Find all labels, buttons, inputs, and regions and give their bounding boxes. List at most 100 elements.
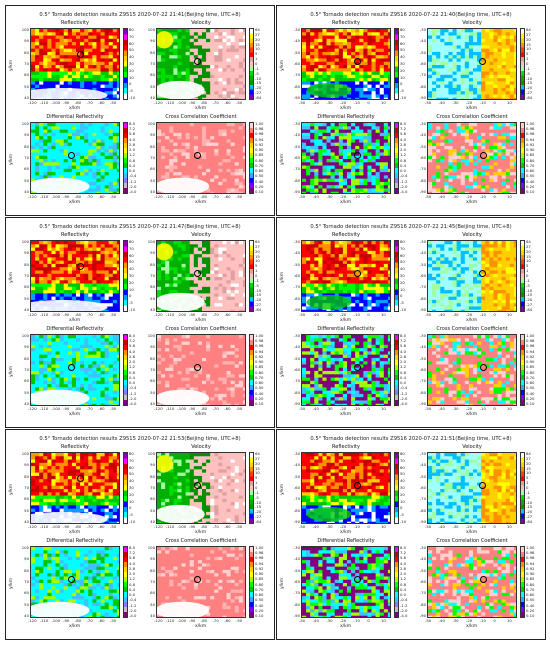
- y-tick-label: -50: [419, 473, 426, 479]
- x-tick-label: -30: [452, 194, 459, 199]
- x-axis-label: x/km: [195, 530, 207, 535]
- y-axis-ticks: -30 -40 -50 -60 -70 -80 -90: [416, 334, 426, 406]
- x-tick-label: -110: [165, 524, 175, 529]
- colorbar-tick-label: 8.0: [129, 545, 136, 550]
- x-tick-label: -90: [189, 194, 196, 199]
- colorbar-tick-label: 0.4: [400, 162, 407, 168]
- colorbar-ticks: 8.0 7.2 5.6 4.0 2.8 2.0 1.2 0.8 0.4 0.0 -0.4 -1.2 -2…: [129, 122, 145, 194]
- colorbar-tick-label: -15: [526, 292, 533, 298]
- y-tick-label: 70: [150, 485, 155, 490]
- x-tick-label: -40: [438, 312, 445, 317]
- x-tick-label: -10: [479, 312, 486, 317]
- x-tick-label: -80: [74, 524, 82, 529]
- panel-velocity: Velocity 64 27 20 15 10 5 1 0 -1 -5 -10 -15 -20 -27 -64…: [148, 444, 261, 535]
- panel-velocity: Velocity 64 27 20 15 10 5 1 0 -1 -5 -10 -15 -20 -27 -64…: [420, 232, 532, 323]
- x-tick-label: -50: [425, 312, 432, 317]
- colorbar-tick-label: -0.4: [129, 173, 137, 179]
- x-tick-label: -20: [340, 406, 347, 411]
- y-axis-ticks: -30 -40 -50 -60 -70 -80 -90: [416, 28, 426, 100]
- colorbar-tick-label: 0.98: [255, 338, 264, 344]
- colorbar-tick-label: -27: [255, 90, 262, 96]
- y-tick-label: 40: [150, 95, 155, 100]
- colorbar-tick-label: -10: [255, 75, 262, 81]
- colorbar-tick-label: 0.4: [400, 374, 407, 380]
- radar-image-cross-correlation-coefficient: [427, 334, 517, 406]
- colorbar-tick-label: 0.85: [526, 576, 535, 582]
- x-tick-label: -90: [63, 618, 70, 623]
- colorbar-tick-label: 0.0: [129, 380, 136, 386]
- x-tick-label: -20: [340, 618, 347, 623]
- x-tick-label: -30: [326, 194, 333, 199]
- y-tick-label: 60: [150, 590, 155, 596]
- y-tick-label: 60: [24, 284, 29, 290]
- x-tick-label: -40: [312, 100, 319, 105]
- x-tick-label: -110: [165, 406, 175, 411]
- colorbar-tick-label: 0: [129, 81, 132, 87]
- colorbar-tick-label: -4.0: [129, 401, 137, 406]
- y-tick-label: -70: [419, 166, 426, 172]
- x-tick-label: -40: [312, 406, 319, 411]
- colorbar-reflectivity: [394, 28, 399, 100]
- panel-cross-correlation-coefficient: Cross Correlation Coefficient 1.00 0.98 0.9…: [148, 326, 264, 417]
- colorbar-reflectivity: [123, 240, 128, 312]
- y-tick-label: 70: [150, 155, 155, 160]
- colorbar-tick-label: 0.0: [129, 168, 136, 174]
- colorbar-tick-label: -20: [526, 509, 533, 515]
- y-tick-label: 90: [24, 38, 29, 44]
- x-tick-label: -40: [312, 194, 319, 199]
- y-axis-ticks: 100 90 80 70 60 50 40: [145, 334, 155, 406]
- panel-velocity: Velocity 64 27 20 15 10 5 1 0 -1 -5 -10 -15 -20 -27 -64…: [420, 20, 532, 111]
- colorbar-tick-label: 0.40: [255, 602, 264, 608]
- x-tick-label: -10: [353, 194, 360, 199]
- y-tick-label: -90: [293, 307, 300, 312]
- x-tick-label: -10: [353, 406, 360, 411]
- y-tick-label: -70: [419, 496, 426, 502]
- colorbar-tick-label: 10: [255, 470, 260, 476]
- y-tick-label: -90: [419, 307, 426, 312]
- y-axis-ticks: 100 90 80 70 60 50 40: [145, 122, 155, 194]
- x-tick-label: 10: [381, 312, 386, 317]
- x-tick-label: -90: [189, 406, 196, 411]
- colorbar-tick-label: -5: [400, 512, 404, 518]
- colorbar-ticks: 80 70 60 50 40 30 20 10 0 -5 -10: [400, 28, 416, 100]
- x-tick-label: -100: [51, 406, 61, 411]
- x-tick-label: -110: [165, 100, 175, 105]
- colorbar-tick-label: 0: [526, 485, 529, 490]
- y-tick-label: 90: [24, 132, 29, 138]
- x-axis-label: x/km: [195, 624, 207, 629]
- block-title: 0.5° Tornado detection results Z9515 202…: [39, 436, 241, 442]
- colorbar-tick-label: -10: [129, 519, 136, 524]
- y-tick-label: -30: [293, 121, 300, 126]
- figure-block-row2-right: 0.5° Tornado detection results Z9516 202…: [276, 217, 546, 428]
- colorbar-tick-label: 64: [526, 239, 531, 244]
- colorbar-tick-label: 1.2: [400, 364, 407, 370]
- colorbar-tick-label: 8.0: [400, 333, 407, 338]
- colorbar-tick-label: 0.80: [255, 157, 264, 163]
- colorbar-tick-label: -2.0: [129, 395, 137, 401]
- x-tick-label: -120: [28, 100, 37, 105]
- colorbar-tick-label: 10: [129, 498, 134, 504]
- y-tick-label: -50: [293, 567, 300, 573]
- x-tick-label: -70: [86, 100, 93, 105]
- y-tick-label: -90: [419, 401, 426, 406]
- colorbar-tick-label: 0.70: [255, 374, 264, 380]
- colorbar-tick-label: 4.0: [400, 136, 407, 142]
- x-axis-ticks: -120 -110 -100 -90 -80 -70 -60 -50: [154, 313, 246, 318]
- colorbar-tick-label: 0.60: [255, 168, 264, 174]
- x-tick-label: -100: [177, 524, 187, 529]
- colorbar-tick-label: 0.85: [526, 364, 535, 370]
- tornado-detection-circle: [77, 50, 84, 58]
- x-axis-label: x/km: [69, 106, 81, 111]
- x-tick-label: -60: [224, 618, 231, 623]
- colorbar-tick-label: -4.0: [400, 401, 408, 406]
- colorbar-reflectivity: [394, 240, 399, 312]
- y-tick-label: 80: [150, 49, 155, 55]
- figure-block-row1-right: 0.5° Tornado detection results Z9516 202…: [276, 5, 546, 216]
- colorbar-tick-label: 5.6: [400, 131, 407, 137]
- y-tick-label: -30: [419, 333, 426, 338]
- colorbar-tick-label: 0.92: [526, 353, 535, 359]
- x-axis-ticks: -50 -40 -30 -20 -10 0 10: [425, 619, 517, 624]
- colorbar-tick-label: 30: [400, 273, 405, 278]
- y-tick-label: 50: [24, 507, 29, 513]
- colorbar-tick-label: -1.2: [400, 178, 408, 184]
